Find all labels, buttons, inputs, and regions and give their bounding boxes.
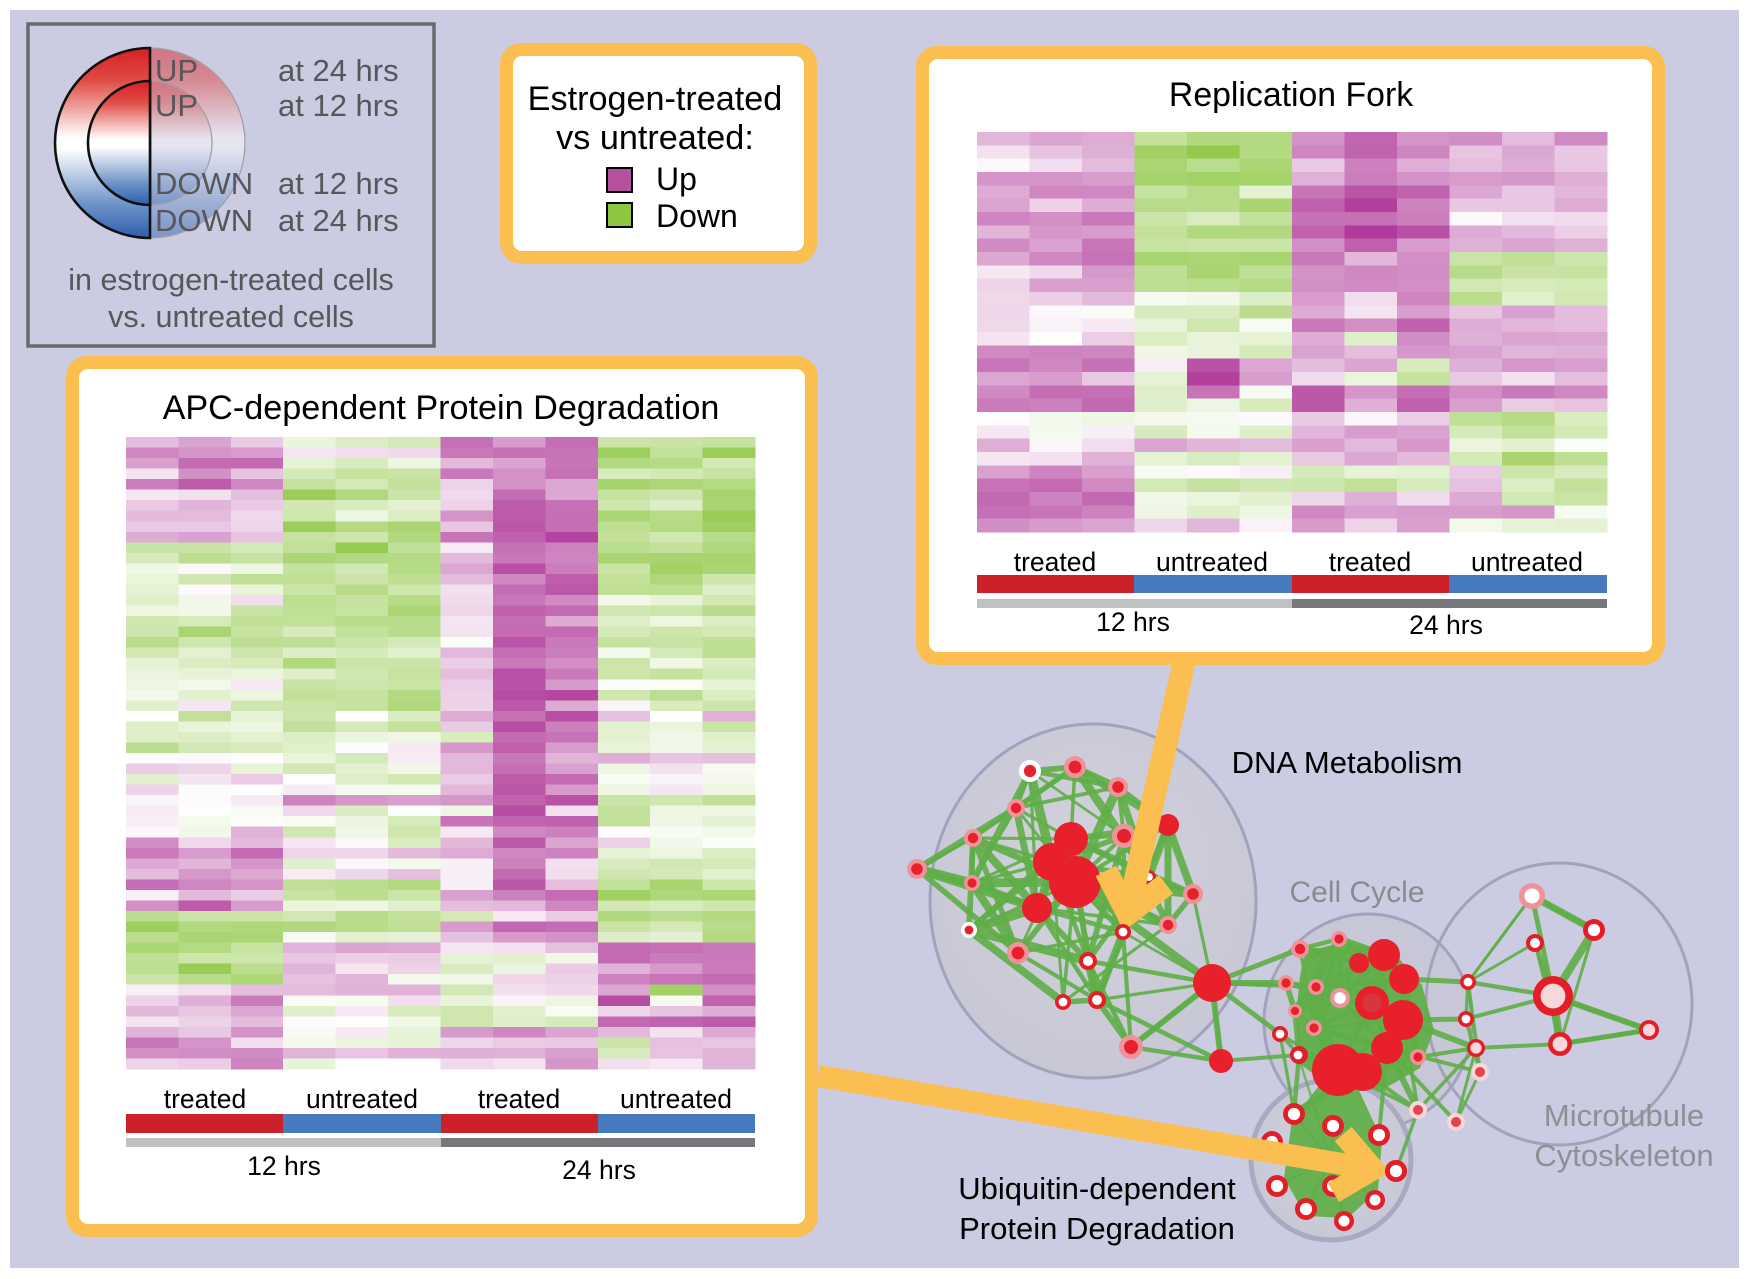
svg-text:treated: treated <box>478 1084 561 1114</box>
svg-text:Down: Down <box>656 198 738 234</box>
svg-text:untreated: untreated <box>1471 547 1583 577</box>
svg-text:Microtubule: Microtubule <box>1544 1098 1704 1133</box>
svg-text:untreated: untreated <box>620 1084 732 1114</box>
svg-text:at 12 hrs: at 12 hrs <box>278 88 399 123</box>
svg-text:Protein Degradation: Protein Degradation <box>959 1211 1235 1246</box>
svg-text:Estrogen-treated: Estrogen-treated <box>528 80 783 118</box>
svg-text:vs. untreated cells: vs. untreated cells <box>108 300 354 334</box>
svg-text:UP: UP <box>155 53 198 88</box>
svg-text:Cytoskeleton: Cytoskeleton <box>1534 1138 1713 1173</box>
svg-text:Cell Cycle: Cell Cycle <box>1289 876 1424 909</box>
svg-text:treated: treated <box>1014 547 1097 577</box>
svg-text:UP: UP <box>155 88 198 123</box>
svg-text:Up: Up <box>656 161 697 197</box>
svg-text:in estrogen-treated cells: in estrogen-treated cells <box>68 263 394 297</box>
svg-text:DOWN: DOWN <box>155 203 253 238</box>
svg-text:at 24 hrs: at 24 hrs <box>278 53 399 88</box>
svg-text:24 hrs: 24 hrs <box>562 1155 636 1185</box>
svg-text:treated: treated <box>1329 547 1412 577</box>
svg-text:12 hrs: 12 hrs <box>247 1151 321 1181</box>
svg-text:untreated: untreated <box>306 1084 418 1114</box>
svg-text:Replication Fork: Replication Fork <box>1169 76 1413 114</box>
svg-text:Ubiquitin-dependent: Ubiquitin-dependent <box>958 1171 1236 1206</box>
svg-text:APC-dependent Protein Degradat: APC-dependent Protein Degradation <box>163 389 720 427</box>
svg-text:at 12 hrs: at 12 hrs <box>278 166 399 201</box>
svg-text:treated: treated <box>164 1084 247 1114</box>
svg-text:24 hrs: 24 hrs <box>1409 610 1483 640</box>
svg-text:vs untreated:: vs untreated: <box>556 119 754 157</box>
svg-text:untreated: untreated <box>1156 547 1268 577</box>
svg-text:DNA Metabolism: DNA Metabolism <box>1232 745 1463 780</box>
svg-text:DOWN: DOWN <box>155 166 253 201</box>
svg-text:at 24 hrs: at 24 hrs <box>278 203 399 238</box>
svg-text:12 hrs: 12 hrs <box>1096 607 1170 637</box>
